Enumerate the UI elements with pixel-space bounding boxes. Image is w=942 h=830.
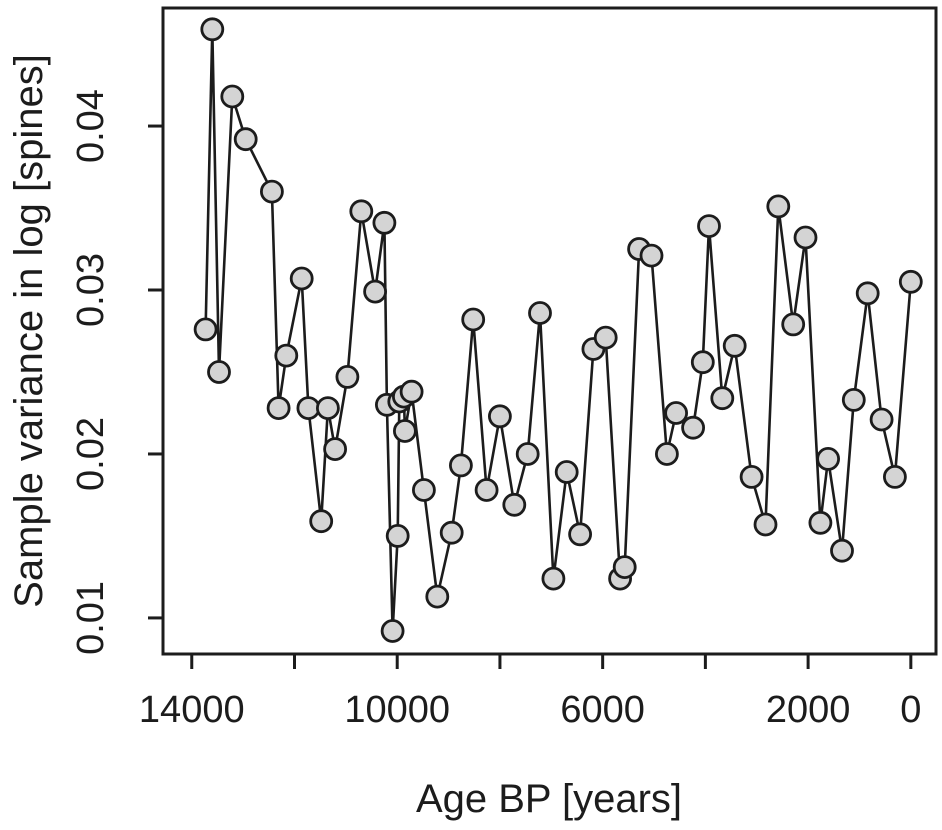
y-tick-label: 0.04: [70, 89, 112, 163]
x-tick-label: 6000: [560, 689, 645, 731]
data-point: [655, 442, 679, 466]
data-point: [372, 210, 397, 235]
data-point: [781, 312, 806, 337]
x-tick-label: 14000: [139, 689, 245, 731]
data-point: [697, 214, 721, 239]
data-point: [323, 437, 348, 462]
data-point: [392, 419, 417, 443]
data-point: [753, 512, 778, 537]
data-point: [233, 127, 258, 152]
data-point: [554, 460, 579, 484]
data-point: [855, 281, 880, 306]
data-point: [309, 509, 334, 534]
data-point: [349, 199, 374, 224]
data-point: [335, 364, 360, 389]
data-point: [883, 464, 907, 489]
data-point: [296, 396, 321, 421]
y-tick-label: 0.02: [70, 417, 112, 491]
data-point: [266, 396, 291, 421]
data-point: [448, 453, 473, 478]
data-point: [259, 179, 284, 204]
y-axis-ticks: 0.01 0.02 0.03 0.04: [70, 89, 163, 655]
data-point: [793, 225, 818, 250]
data-point: [722, 333, 747, 358]
data-point: [681, 415, 705, 440]
data-point: [869, 407, 894, 432]
data-point: [639, 243, 664, 268]
data-point: [766, 194, 791, 219]
data-point: [690, 350, 715, 375]
series-line: [204, 27, 913, 633]
data-point: [425, 584, 450, 609]
data-point: [439, 520, 464, 545]
data-point: [541, 566, 566, 591]
data-point: [502, 492, 527, 517]
x-axis-ticks: 14000 10000 6000 2000 0: [139, 654, 921, 731]
data-point: [207, 360, 231, 384]
data-series: [193, 17, 923, 643]
data-point: [411, 478, 436, 502]
data-point: [274, 343, 299, 368]
data-point: [830, 538, 854, 563]
data-point: [528, 301, 552, 325]
data-point: [593, 325, 618, 350]
data-point: [200, 17, 225, 42]
x-tick-label: 2000: [766, 689, 851, 731]
data-point: [739, 464, 764, 489]
data-point: [816, 446, 840, 471]
x-axis-title: Age BP [years]: [416, 777, 682, 821]
y-axis-title: Sample variance in log [spines]: [7, 54, 51, 608]
data-point: [568, 522, 592, 547]
data-point: [841, 387, 866, 412]
x-tick-label: 0: [900, 689, 921, 731]
data-point: [515, 442, 540, 466]
data-point: [289, 266, 314, 291]
data-point: [474, 478, 499, 502]
x-tick-label: 10000: [344, 689, 450, 731]
data-point: [315, 396, 340, 421]
y-tick-label: 0.03: [70, 253, 112, 327]
data-point: [193, 317, 218, 342]
data-point: [898, 269, 923, 294]
data-point: [808, 510, 833, 535]
data-point: [612, 555, 637, 579]
data-point: [664, 401, 688, 425]
plot-border: [161, 6, 938, 656]
data-point: [385, 524, 410, 548]
data-point: [380, 619, 405, 643]
data-point: [710, 386, 735, 411]
data-point: [363, 279, 388, 304]
data-point: [461, 307, 486, 332]
data-point: [399, 379, 424, 404]
data-point: [220, 84, 245, 109]
data-point: [487, 404, 512, 429]
y-tick-label: 0.01: [70, 581, 112, 655]
